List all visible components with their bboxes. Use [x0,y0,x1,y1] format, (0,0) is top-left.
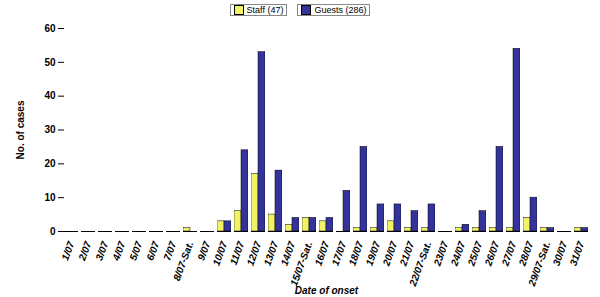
svg-text:3/07: 3/07 [93,239,110,261]
svg-text:22/07-Sat.: 22/07-Sat. [407,240,434,289]
svg-text:10/07: 10/07 [210,239,230,268]
svg-text:20/07: 20/07 [380,239,400,268]
svg-text:18/07: 18/07 [346,239,366,268]
svg-text:2/07: 2/07 [76,239,93,262]
svg-text:31/07: 31/07 [567,239,586,267]
svg-text:13/07: 13/07 [261,239,281,268]
svg-text:27/07: 27/07 [499,239,519,268]
svg-text:10: 10 [44,192,56,203]
svg-text:16/07: 16/07 [312,239,332,268]
svg-text:6/07: 6/07 [144,239,161,261]
svg-text:11/07: 11/07 [228,239,247,266]
svg-text:8/07-Sat.: 8/07-Sat. [171,240,195,282]
svg-text:30: 30 [44,124,56,135]
html-text:Guests (286): Guests (286) [314,5,367,15]
svg-text:20: 20 [44,158,56,169]
svg-text:No. of cases: No. of cases [15,100,26,159]
svg-text:9/07: 9/07 [195,239,212,261]
svg-text:5/07: 5/07 [127,239,144,261]
svg-text:0: 0 [50,226,56,237]
svg-text:28/07: 28/07 [516,239,536,268]
svg-text:60: 60 [44,23,56,34]
svg-text:14/07: 14/07 [278,239,298,268]
svg-text:19/07: 19/07 [363,239,383,268]
svg-text:1/07: 1/07 [59,239,76,261]
svg-text:25/07: 25/07 [465,239,485,268]
svg-text:50: 50 [44,57,56,68]
svg-text:21/07: 21/07 [397,239,417,268]
svg-text:29/07-Sat.: 29/07-Sat. [526,240,553,289]
html-text:Staff (47): Staff (47) [246,5,284,15]
svg-text:15/07-Sat.: 15/07-Sat. [288,240,314,288]
svg-text:12/07: 12/07 [244,239,264,268]
svg-text:23/07: 23/07 [431,239,451,268]
svg-text:7/07: 7/07 [161,239,178,261]
svg-text:4/07: 4/07 [110,239,127,262]
svg-text:26/07: 26/07 [482,239,502,268]
svg-text:30/07: 30/07 [550,239,570,268]
svg-text:Date of onset: Date of onset [295,285,359,296]
svg-text:17/07: 17/07 [329,239,349,268]
svg-text:24/07: 24/07 [448,239,468,268]
svg-text:40: 40 [44,90,56,101]
